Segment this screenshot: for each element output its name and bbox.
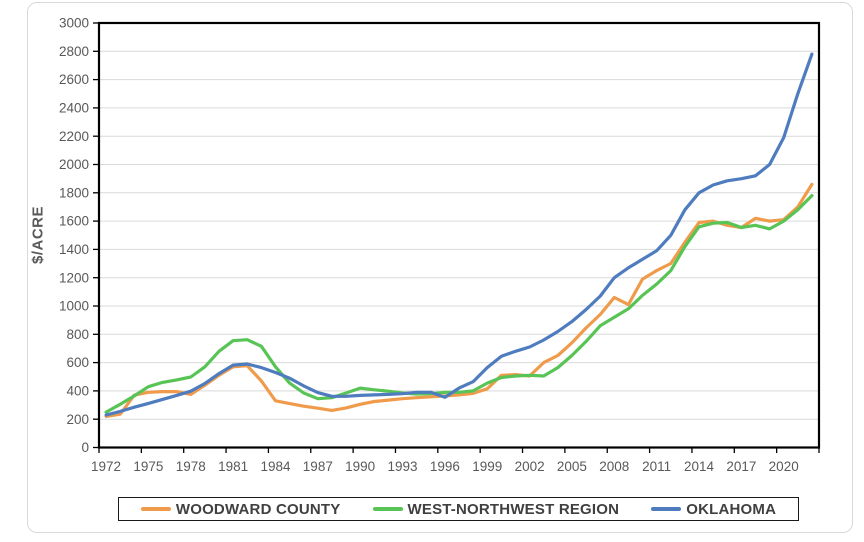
legend-label-woodward-county: WOODWARD COUNTY (175, 500, 341, 518)
series-line-west-northwest-region (104, 194, 814, 414)
x-tick-label: 2008 (599, 459, 629, 474)
x-tick-label: 2005 (557, 459, 587, 474)
x-tick-label: 1990 (345, 459, 375, 474)
y-tick-label: 400 (66, 384, 89, 399)
legend-swatch-woodward-county (140, 507, 171, 511)
x-tick-label: 2020 (769, 459, 799, 474)
x-tick-label: 1972 (91, 459, 121, 474)
y-tick-label: 3000 (59, 16, 89, 31)
legend-label-oklahoma: OKLAHOMA (686, 500, 777, 518)
legend: WOODWARD COUNTY WEST-NORTHWEST REGION OK… (118, 497, 799, 521)
x-tick-label: 2014 (684, 459, 715, 474)
x-tick-label: 1984 (260, 459, 291, 474)
legend-entry-west-northwest-region[interactable]: WEST-NORTHWEST REGION (372, 500, 620, 518)
x-tick-label: 1993 (388, 459, 418, 474)
plot-border (97, 21, 821, 449)
legend-label-west-northwest-region: WEST-NORTHWEST REGION (407, 500, 620, 518)
y-tick-label: 1400 (59, 242, 89, 257)
gridlines-group (99, 22, 819, 420)
y-tick-labels-group: 0 200 400 600 800 1000 1200 1400 1600 1800 2000 220… (59, 16, 89, 456)
x-tick-label: 2017 (726, 459, 756, 474)
legend-swatch-oklahoma (651, 507, 682, 511)
y-tick-label: 0 (81, 440, 89, 455)
series-line-oklahoma (104, 52, 814, 417)
x-tick-label: 1981 (218, 459, 248, 474)
series-lines-group (104, 52, 814, 418)
legend-swatch-west-northwest-region (372, 507, 403, 511)
x-tick-label: 1996 (430, 459, 460, 474)
y-tick-label: 2000 (59, 157, 89, 172)
plot-border-group (97, 21, 821, 449)
y-tick-label: 1200 (59, 270, 89, 285)
x-tick-label: 2011 (642, 459, 671, 474)
legend-entry-oklahoma[interactable]: OKLAHOMA (651, 501, 776, 518)
y-tick-label: 2600 (59, 72, 89, 87)
axis-ticks-group (93, 22, 820, 453)
y-tick-label: 1000 (59, 299, 89, 314)
y-tick-label: 800 (66, 327, 89, 342)
x-tick-label: 1978 (176, 459, 206, 474)
chart-frame (27, 2, 853, 533)
x-tick-label: 2002 (515, 459, 545, 474)
y-tick-label: 1600 (59, 214, 89, 229)
x-tick-labels-group: 1972 1975 1978 1981 1984 1987 1990 1993 1996 1999… (91, 459, 799, 474)
legend-entry-woodward-county[interactable]: WOODWARD COUNTY (140, 500, 341, 518)
x-tick-label: 1987 (303, 459, 333, 474)
x-tick-label: 1999 (472, 459, 502, 474)
y-tick-label: 2800 (59, 44, 89, 59)
series-line-woodward-county (104, 182, 814, 418)
y-tick-label: 1800 (59, 185, 89, 200)
y-axis-title: $/ACRE (29, 205, 47, 265)
y-tick-label: 2200 (59, 129, 89, 144)
y-tick-label: 2400 (59, 101, 89, 116)
y-tick-label: 200 (66, 412, 89, 427)
x-tick-label: 1975 (133, 459, 163, 474)
y-tick-label: 600 (66, 355, 89, 370)
